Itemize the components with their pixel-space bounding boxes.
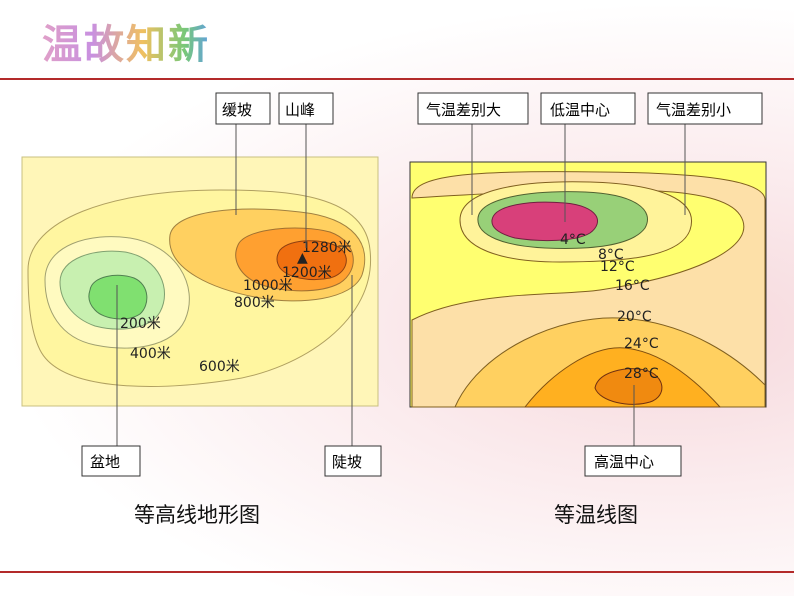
elevation-label-400: 400米	[130, 346, 171, 362]
contour-hill-1200	[276, 240, 347, 281]
callout-steep-slope: 陡坡	[324, 445, 382, 477]
temp-label-16: 16°C	[615, 278, 650, 294]
svg-text:山峰: 山峰	[285, 101, 315, 119]
callout-basin: 盆地	[81, 445, 141, 477]
callout-gentle-slope: 缓坡	[215, 92, 271, 125]
svg-text:低温中心: 低温中心	[550, 101, 610, 119]
callout-small-diff: 气温差别小	[647, 92, 763, 125]
elevation-label-1200: 1200米	[282, 265, 332, 281]
elevation-label-600: 600米	[199, 359, 240, 375]
header-divider	[0, 78, 794, 80]
callout-peak: 山峰	[278, 92, 334, 125]
temp-label-8: 8°C	[598, 247, 624, 263]
slide-title: 温故知新	[42, 12, 210, 70]
svg-text:高温中心: 高温中心	[594, 453, 654, 471]
peak-marker-icon: ▲	[297, 250, 308, 266]
svg-text:气温差别大: 气温差别大	[426, 101, 501, 119]
svg-text:陡坡: 陡坡	[332, 453, 362, 471]
isotherm-map-caption: 等温线图	[554, 503, 638, 527]
svg-text:盆地: 盆地	[90, 453, 120, 471]
temp-label-20: 20°C	[617, 309, 652, 325]
isotherm-map: 4°C 8°C 12°C 16°C 20°C 24°C 28°C 气温差别大 低…	[409, 92, 767, 527]
elevation-label-1000: 1000米	[243, 278, 293, 294]
contour-map: 1280米 ▲ 1200米 1000米 800米 200米 400米 600米 …	[21, 92, 382, 527]
elevation-label-1280: 1280米	[302, 240, 352, 256]
svg-text:气温差别小: 气温差别小	[656, 101, 731, 119]
elevation-label-200: 200米	[120, 316, 161, 332]
callout-warm-center: 高温中心	[584, 445, 682, 477]
temp-label-24: 24°C	[624, 336, 659, 352]
temp-label-28: 28°C	[624, 366, 659, 382]
footer-divider	[0, 571, 794, 573]
elevation-label-800: 800米	[234, 295, 275, 311]
contour-basin-200	[88, 274, 148, 320]
callout-cold-center: 低温中心	[540, 92, 636, 125]
temp-label-4: 4°C	[560, 232, 586, 248]
callout-large-diff: 气温差别大	[417, 92, 529, 125]
isotherm-cold-4	[491, 201, 599, 242]
temp-label-12: 12°C	[600, 259, 635, 275]
contour-map-caption: 等高线地形图	[134, 503, 260, 527]
isotherm-warm-28	[594, 368, 663, 405]
svg-text:缓坡: 缓坡	[222, 101, 252, 119]
